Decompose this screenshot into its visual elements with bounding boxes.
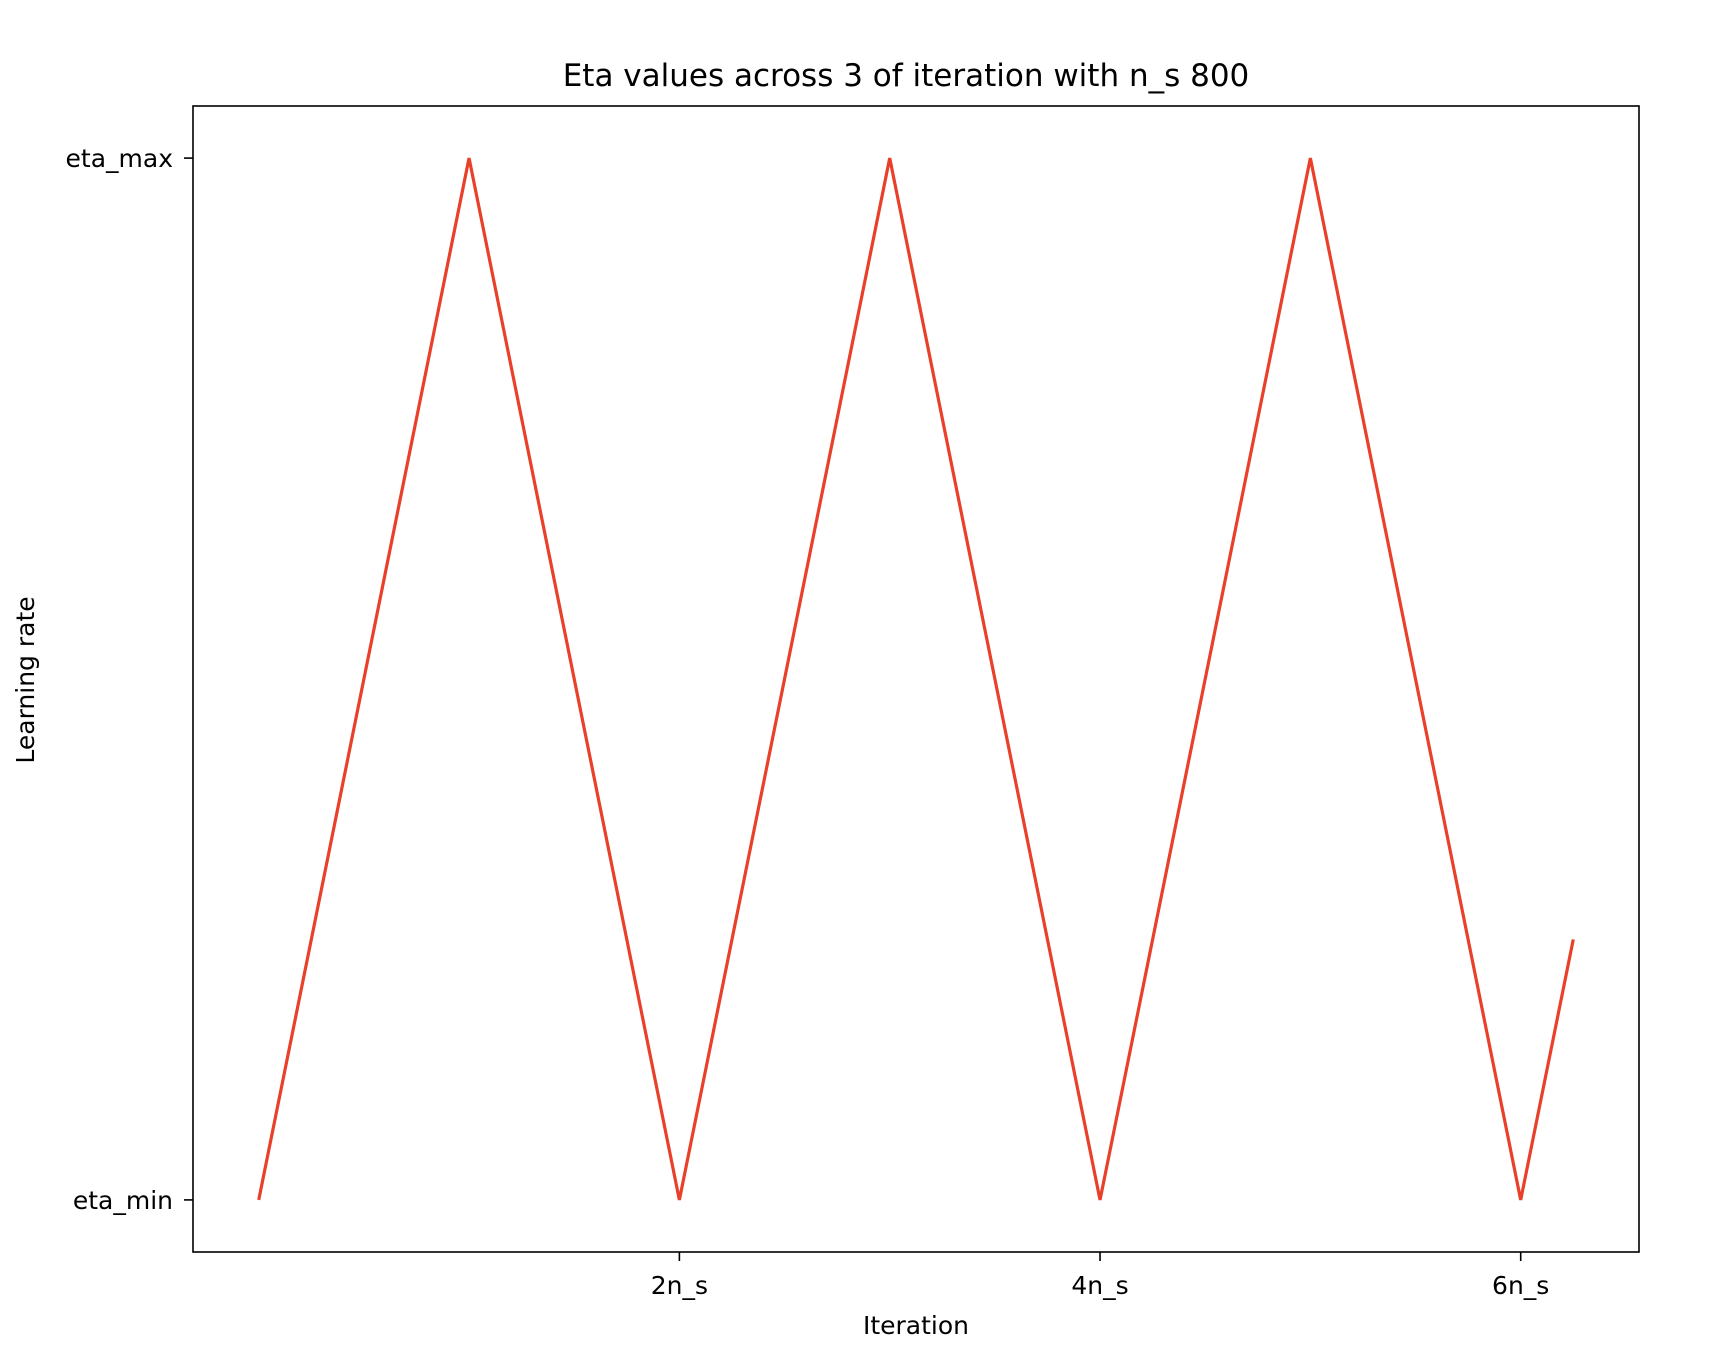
series-line-0 [257,157,1575,1201]
x-axis-label: Iteration [863,1311,969,1340]
plot-area-frame [192,105,1640,1253]
y-axis-ticks: eta_min eta_max [66,144,193,1215]
x-tick-label: 2n_s [651,1271,708,1300]
plot-line-layer [257,157,1575,1201]
x-axis-ticks: 2n_s 4n_s 6n_s [651,1252,1549,1300]
x-tick-label: 4n_s [1071,1271,1128,1300]
y-tick-label: eta_min [73,1186,173,1215]
chart-title: Eta values across 3 of iteration with n_… [563,58,1250,94]
y-tick-label: eta_max [66,144,173,173]
x-tick-label: 6n_s [1492,1271,1549,1300]
y-axis-label: Learning rate [11,596,40,763]
